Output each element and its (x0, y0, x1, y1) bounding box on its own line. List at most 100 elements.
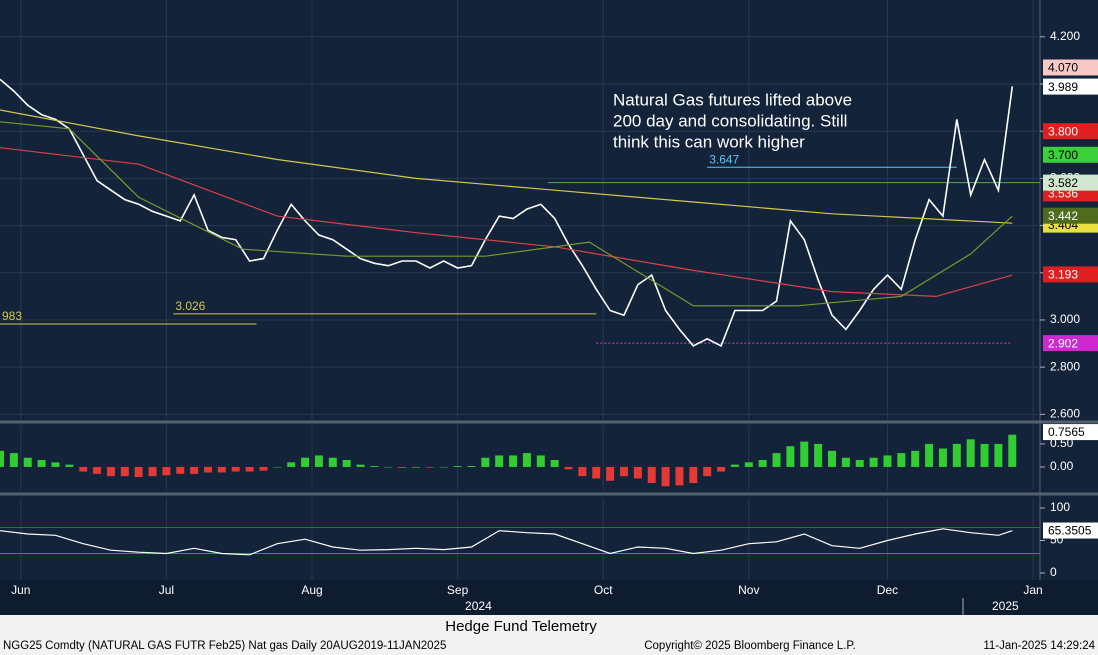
histogram-bar (93, 466, 102, 474)
price-tag-label: 3.989 (1048, 80, 1078, 94)
y-tick-label: 2.800 (1050, 359, 1080, 373)
histogram-bar (689, 466, 698, 484)
histogram-bar (1008, 434, 1017, 467)
histogram-bar (855, 460, 864, 467)
histogram-bar (758, 460, 767, 467)
histogram-bar (633, 466, 642, 479)
x-tick-label: Oct (594, 583, 613, 597)
histogram-bar (287, 462, 296, 467)
price-tag-label: 3.800 (1048, 124, 1078, 138)
histogram-bar (911, 450, 920, 467)
price-tag-label: 3.582 (1048, 176, 1078, 190)
histogram-bar (730, 464, 739, 467)
background (0, 0, 1098, 615)
histogram-bar (592, 466, 601, 479)
price-tag (1043, 266, 1098, 283)
histogram-bar (314, 455, 323, 467)
histogram-bar (148, 466, 157, 477)
price-tag (1043, 123, 1098, 140)
price-tag (1043, 78, 1098, 95)
price-tag-label: 2.902 (1048, 336, 1078, 350)
histogram-bar (384, 466, 393, 468)
price-tag (1043, 522, 1098, 539)
price-tag (1043, 59, 1098, 76)
histogram-bar (65, 464, 74, 467)
histogram-bar (231, 466, 240, 472)
histogram-bar (647, 466, 656, 484)
histogram-bar (980, 443, 989, 467)
year-label: 2025 (992, 599, 1019, 613)
histogram-bar (536, 455, 545, 467)
histogram-bar (356, 464, 365, 467)
x-tick-label: Jun (11, 583, 30, 597)
histogram-bar (370, 466, 379, 467)
x-tick-label: Dec (877, 583, 898, 597)
histogram-bar (245, 466, 254, 472)
histogram-bar (204, 466, 212, 473)
price-tag-label: 3.442 (1048, 209, 1078, 223)
histogram-bar (176, 466, 185, 474)
price-tag-label: 65.3505 (1048, 524, 1092, 538)
histogram-bar (522, 453, 531, 467)
histogram-bar (398, 466, 407, 468)
series-line (0, 109, 1013, 224)
price-tag (1043, 174, 1098, 191)
annotation: 200 day and consolidating. Still (613, 111, 847, 130)
y-tick-label: 0.00 (1050, 459, 1074, 473)
histogram-bar (869, 457, 878, 467)
copyright: Copyright© 2025 Bloomberg Finance L.P. (644, 640, 856, 652)
histogram-bar (79, 466, 88, 472)
level-label: 3.026 (175, 299, 205, 313)
histogram-bar (966, 439, 975, 467)
histogram-bar (495, 455, 504, 467)
histogram-bar (23, 457, 32, 467)
histogram-bar (564, 466, 573, 470)
x-tick-label: Sep (447, 583, 469, 597)
histogram-bar (550, 460, 559, 467)
level-label: 3.647 (709, 152, 739, 166)
histogram-bar (703, 466, 712, 477)
histogram-bar (51, 462, 60, 467)
y-tick-label: 4.200 (1050, 29, 1080, 43)
histogram-bar (717, 466, 726, 472)
histogram-bar (606, 466, 615, 481)
x-tick-label: Nov (738, 583, 759, 597)
price-tag (1043, 335, 1098, 352)
histogram-bar (661, 466, 670, 487)
histogram-bar (578, 466, 587, 477)
ticker-info: NGG25 Comdty (NATURAL GAS FUTR Feb25) Na… (3, 640, 446, 652)
histogram-bar (37, 460, 46, 467)
price-tag-label: 3.193 (1048, 268, 1078, 282)
histogram-bar (134, 466, 143, 478)
y-tick-label: 100 (1050, 500, 1070, 514)
price-tag (1043, 146, 1098, 163)
histogram-bar (938, 448, 947, 467)
histogram-bar (897, 453, 906, 467)
series-line (0, 528, 1013, 556)
histogram-bar (328, 457, 337, 467)
histogram-bar (828, 450, 836, 467)
histogram-bar (162, 466, 171, 476)
histogram-bar (509, 455, 518, 467)
histogram-bar (342, 460, 351, 467)
timestamp: 11-Jan-2025 14:29:24 (983, 640, 1095, 652)
histogram-bar (439, 466, 448, 468)
price-tag-label: 0.7565 (1048, 425, 1085, 439)
x-tick-label: Jan (1023, 583, 1042, 597)
brand: Hedge Fund Telemetry (445, 618, 597, 635)
annotation: think this can work higher (613, 132, 805, 151)
histogram-bar (814, 443, 823, 467)
histogram-bar (301, 457, 310, 467)
annotation: Natural Gas futures lifted above (613, 90, 852, 109)
histogram-bar (620, 466, 628, 477)
histogram-bar (9, 453, 18, 467)
histogram-bar (772, 453, 781, 467)
series-line (0, 121, 1013, 307)
price-tag (1043, 207, 1098, 224)
series-line (0, 78, 1014, 348)
price-tag-label: 3.700 (1048, 148, 1078, 162)
histogram-bar (0, 450, 4, 467)
histogram-bar (925, 443, 934, 467)
histogram-bar (467, 466, 476, 467)
